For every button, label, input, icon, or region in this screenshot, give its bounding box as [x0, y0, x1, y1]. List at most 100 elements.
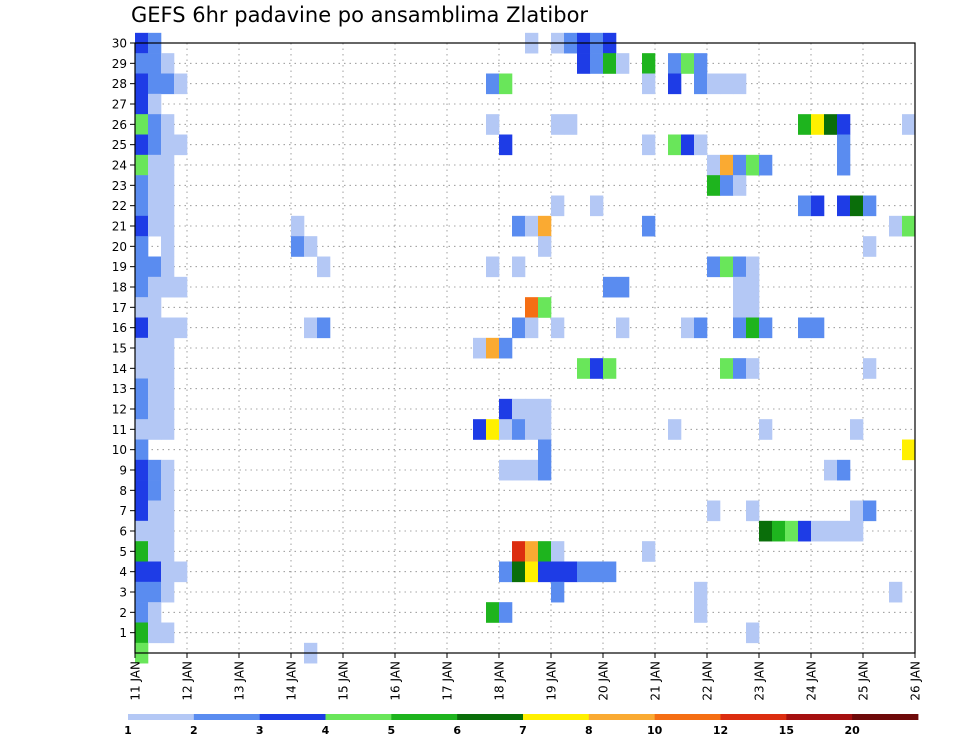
- heatmap-cell: [161, 256, 175, 278]
- heatmap-cell: [135, 337, 149, 359]
- heatmap-cell: [148, 398, 162, 420]
- heatmap-cell: [863, 195, 877, 217]
- heatmap-cell: [304, 236, 318, 257]
- heatmap-cell: [850, 520, 864, 542]
- heatmap-cell: [161, 500, 175, 522]
- heatmap-cell: [499, 337, 513, 359]
- heatmap-cell: [694, 581, 708, 603]
- heatmap-cell: [512, 419, 526, 440]
- heatmap-cell: [525, 541, 539, 562]
- heatmap-cell: [161, 53, 175, 74]
- heatmap-cell: [720, 256, 734, 278]
- heatmap-cell: [590, 358, 604, 379]
- heatmap-cell: [161, 520, 175, 542]
- heatmap-cell: [148, 215, 162, 237]
- heatmap-cell: [161, 73, 175, 95]
- heatmap-cell: [148, 114, 162, 135]
- y-tick-label: 2: [119, 606, 127, 620]
- heatmap-cell: [317, 317, 331, 339]
- heatmap-cell: [733, 73, 747, 95]
- y-tick-label: 24: [112, 159, 127, 173]
- heatmap-cell: [850, 419, 864, 440]
- heatmap-cell: [161, 154, 175, 176]
- heatmap-cell: [551, 195, 565, 217]
- heatmap-cell: [135, 520, 149, 542]
- heatmap-cell: [811, 520, 825, 542]
- y-tick-label: 7: [119, 504, 127, 518]
- heatmap-cell: [135, 114, 149, 135]
- heatmap-cell: [135, 73, 149, 95]
- heatmap-cell: [525, 419, 539, 440]
- heatmap-cell: [681, 134, 695, 156]
- heatmap-cell: [161, 561, 175, 583]
- y-tick-label: 21: [112, 220, 127, 234]
- heatmap-cell: [161, 419, 175, 440]
- heatmap-cell: [135, 378, 149, 400]
- y-tick-label: 27: [112, 98, 127, 112]
- heatmap-cell: [746, 500, 760, 522]
- y-tick-label: 17: [112, 301, 127, 315]
- heatmap-cell: [148, 175, 162, 196]
- legend-label: 4: [322, 724, 330, 737]
- heatmap-cell: [603, 358, 617, 379]
- heatmap-cell: [564, 561, 578, 583]
- heatmap-cell: [148, 93, 162, 115]
- heatmap-cell: [759, 317, 773, 339]
- heatmap-cell: [148, 500, 162, 522]
- heatmap-cell: [577, 53, 591, 74]
- legend-swatch: [720, 714, 787, 720]
- heatmap-cell: [642, 134, 656, 156]
- heatmap-cell: [148, 297, 162, 318]
- x-tick-label: 14 JAN: [285, 661, 299, 701]
- y-tick-label: 18: [112, 281, 127, 295]
- legend-label: 2: [190, 724, 198, 737]
- heatmap-cell: [733, 297, 747, 318]
- heatmap-cell: [746, 154, 760, 176]
- y-tick-label: 3: [119, 586, 127, 600]
- heatmap-cell: [525, 459, 539, 481]
- heatmap-cell: [499, 398, 513, 420]
- heatmap-cell: [538, 215, 552, 237]
- heatmap-cell: [148, 378, 162, 400]
- heatmap-cell: [499, 602, 513, 623]
- heatmap-cell: [850, 500, 864, 522]
- legend-label: 5: [388, 724, 396, 737]
- heatmap-cell: [135, 398, 149, 420]
- heatmap-cell: [863, 358, 877, 379]
- heatmap-cell: [148, 73, 162, 95]
- heatmap-cell: [148, 602, 162, 623]
- legend-label: 15: [779, 724, 794, 737]
- heatmap-cell: [499, 561, 513, 583]
- heatmap-cell: [746, 622, 760, 644]
- heatmap-cell: [512, 541, 526, 562]
- y-tick-label: 14: [112, 362, 127, 376]
- heatmap-cell: [538, 297, 552, 318]
- heatmap-cell: [824, 459, 838, 481]
- heatmap-cell: [135, 175, 149, 196]
- heatmap-cell: [135, 439, 149, 461]
- y-tick-label: 30: [112, 37, 127, 51]
- heatmap-cell: [161, 175, 175, 196]
- heatmap-cell: [733, 154, 747, 176]
- heatmap-cell: [135, 297, 149, 318]
- heatmap-cell: [148, 134, 162, 156]
- heatmap-cell: [668, 73, 682, 95]
- legend-label: 8: [585, 724, 593, 737]
- heatmap-cell: [824, 114, 838, 135]
- heatmap-cell: [538, 541, 552, 562]
- heatmap-cell: [889, 215, 903, 237]
- heatmap-cell: [837, 459, 851, 481]
- heatmap-cell: [148, 195, 162, 217]
- heatmap-cell: [603, 561, 617, 583]
- heatmap-cell: [707, 500, 721, 522]
- heatmap-cell: [161, 358, 175, 379]
- heatmap-cell: [135, 93, 149, 115]
- heatmap-cell: [148, 459, 162, 481]
- legend-label: 7: [519, 724, 527, 737]
- heatmap-cell: [538, 236, 552, 257]
- heatmap-cell: [746, 297, 760, 318]
- y-tick-label: 5: [119, 545, 127, 559]
- y-tick-label: 19: [112, 260, 127, 274]
- heatmap-cell: [707, 175, 721, 196]
- heatmap-cell: [577, 358, 591, 379]
